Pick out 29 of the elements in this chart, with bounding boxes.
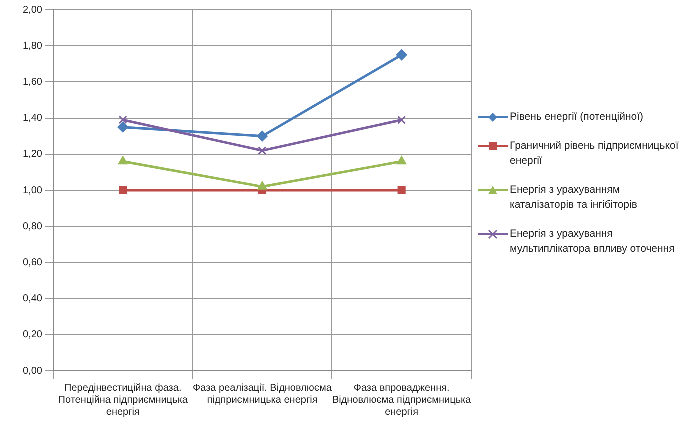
point [258, 146, 267, 156]
x-tick-label: Фаза впровадження. Відновлюєма підприємницька енергія [332, 382, 472, 418]
y-tick-label: 1,00 [22, 185, 43, 196]
y-tick-label: 0,20 [22, 330, 43, 341]
point [258, 181, 268, 190]
point [396, 156, 407, 165]
point [396, 50, 408, 61]
legend-label: Енергія з урахування мультиплікатора впливу оточення [510, 227, 676, 257]
point [118, 116, 128, 124]
point [398, 116, 406, 124]
legend-label: Граничний рівень підприємницької енергії [510, 139, 680, 169]
y-tick-label: 1,60 [22, 76, 43, 88]
point [118, 156, 128, 165]
point [398, 186, 406, 195]
x-tick-label: Фаза реалізації. Відновлюєма підприємницька енергія [193, 382, 332, 406]
y-tick-label: 0,80 [22, 221, 43, 232]
point [119, 186, 128, 195]
y-tick-label: 0,40 [22, 294, 43, 305]
point [118, 122, 129, 133]
y-tick-label: 1,80 [22, 40, 43, 52]
point [256, 130, 268, 142]
x-tick-label: Передінвестиційна фаза. Потенційна підприємницька енергія [58, 382, 188, 418]
y-tick-label: 1,20 [22, 149, 43, 160]
y-tick-label: 0,60 [22, 257, 43, 268]
legend-label: Енергія з урахуванням каталізаторів та інгібіторів [510, 183, 638, 213]
y-tick-label: 2,00 [22, 4, 43, 16]
legend-label: Рівень енергії (потенційної) [510, 110, 644, 125]
y-tick-label: 0,00 [22, 366, 43, 377]
y-tick-label: 1,40 [22, 113, 43, 124]
